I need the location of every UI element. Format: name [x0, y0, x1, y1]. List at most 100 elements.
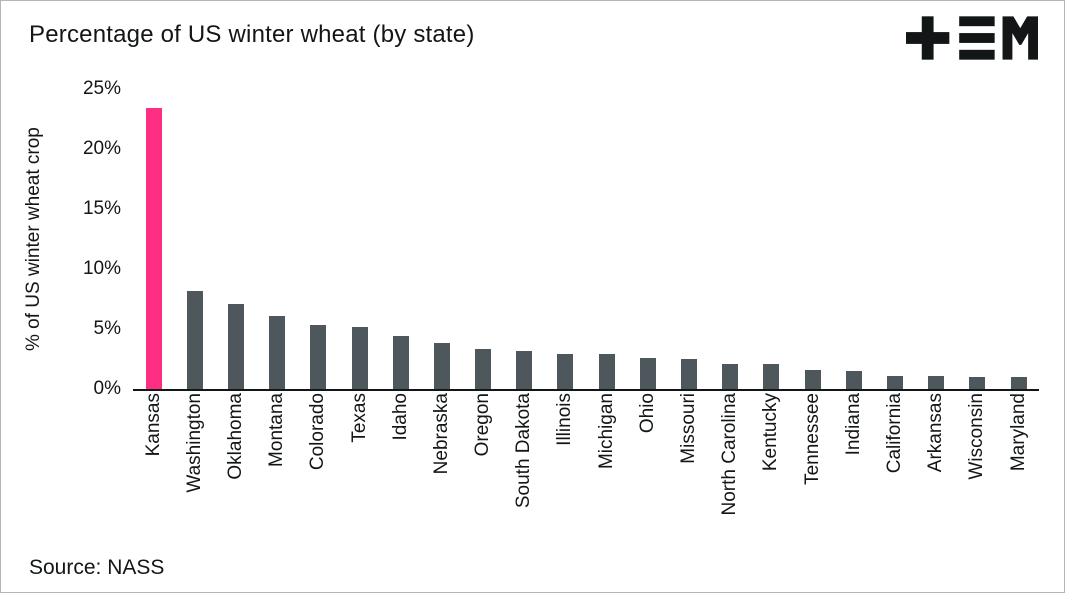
y-tick-10: 10% — [82, 258, 121, 279]
x-tick-label-arkansas: Arkansas — [925, 393, 947, 473]
bar-illinois — [557, 354, 574, 389]
bar-kentucky — [763, 363, 780, 389]
bar-oregon — [475, 349, 492, 389]
bar-column-indiana — [833, 89, 874, 389]
y-tick-15: 15% — [82, 198, 121, 219]
x-label-cell-kentucky: Kentucky — [751, 393, 792, 561]
x-label-cell-north-carolina: North Carolina — [710, 393, 751, 561]
x-tick-label-colorado: Colorado — [307, 393, 329, 471]
y-tick-5: 5% — [93, 318, 121, 339]
bar-column-tennessee — [792, 89, 833, 389]
x-tick-label-illinois: Illinois — [554, 393, 576, 446]
x-label-cell-ohio: Ohio — [627, 393, 668, 561]
bar-california — [886, 375, 903, 389]
x-label-cell-california: California — [874, 393, 915, 561]
x-tick-label-kentucky: Kentucky — [760, 393, 782, 472]
bar-montana — [269, 315, 286, 389]
x-tick-label-montana: Montana — [266, 393, 288, 467]
bar-idaho — [392, 336, 409, 389]
y-tick-0: 0% — [93, 378, 121, 399]
bar-missouri — [681, 359, 698, 389]
x-label-cell-south-dakota: South Dakota — [504, 393, 545, 561]
bar-washington — [186, 290, 203, 389]
x-label-cell-wisconsin: Wisconsin — [957, 393, 998, 561]
bar-column-wisconsin — [957, 89, 998, 389]
bar-indiana — [845, 371, 862, 389]
bar-colorado — [310, 325, 327, 389]
source-note: Source: NASS — [29, 556, 165, 579]
y-axis-label: % of US winter wheat crop — [23, 127, 44, 351]
x-tick-label-michigan: Michigan — [595, 393, 617, 470]
x-axis-labels: Kansas Washington Oklahoma Montana Colorado T… — [133, 393, 1039, 561]
x-label-cell-texas: Texas — [339, 393, 380, 561]
bar-column-montana — [257, 89, 298, 389]
bar-column-oregon — [463, 89, 504, 389]
x-tick-label-south-dakota: South Dakota — [513, 393, 535, 509]
chart-title: Percentage of US winter wheat (by state) — [29, 21, 475, 48]
bar-column-idaho — [380, 89, 421, 389]
bar-column-kansas — [133, 89, 174, 389]
bar-column-michigan — [586, 89, 627, 389]
bar-tennessee — [804, 369, 821, 389]
bar-column-north-carolina — [710, 89, 751, 389]
y-tick-25: 25% — [82, 78, 121, 99]
bar-arkansas — [928, 375, 945, 389]
bar-column-california — [874, 89, 915, 389]
x-label-cell-arkansas: Arkansas — [916, 393, 957, 561]
x-label-cell-oklahoma: Oklahoma — [215, 393, 256, 561]
bar-column-washington — [174, 89, 215, 389]
bar-column-south-dakota — [504, 89, 545, 389]
x-tick-label-north-carolina: North Carolina — [719, 393, 741, 516]
bar-wisconsin — [969, 377, 986, 389]
x-tick-label-tennessee: Tennessee — [801, 393, 823, 485]
bar-texas — [351, 326, 368, 389]
bar-column-illinois — [545, 89, 586, 389]
bar-kansas — [145, 108, 162, 389]
x-tick-label-missouri: Missouri — [678, 393, 700, 464]
tem-logo-graphic — [906, 16, 1038, 60]
x-tick-label-wisconsin: Wisconsin — [966, 393, 988, 480]
x-label-cell-idaho: Idaho — [380, 393, 421, 561]
y-tick-20: 20% — [82, 138, 121, 159]
x-tick-label-oregon: Oregon — [472, 393, 494, 457]
bar-oklahoma — [227, 303, 244, 389]
x-tick-label-indiana: Indiana — [842, 393, 864, 456]
x-label-cell-oregon: Oregon — [463, 393, 504, 561]
x-label-cell-washington: Washington — [174, 393, 215, 561]
bar-column-maryland — [998, 89, 1039, 389]
bar-column-arkansas — [916, 89, 957, 389]
x-tick-label-maryland: Maryland — [1007, 393, 1029, 472]
x-label-cell-illinois: Illinois — [545, 393, 586, 561]
tem-logo — [906, 15, 1038, 61]
bar-michigan — [598, 354, 615, 389]
bar-nebraska — [433, 343, 450, 389]
bar-column-colorado — [298, 89, 339, 389]
bar-column-kentucky — [751, 89, 792, 389]
x-label-cell-michigan: Michigan — [586, 393, 627, 561]
x-label-cell-kansas: Kansas — [133, 393, 174, 561]
bar-column-ohio — [627, 89, 668, 389]
x-label-cell-colorado: Colorado — [298, 393, 339, 561]
bar-column-texas — [339, 89, 380, 389]
x-tick-label-oklahoma: Oklahoma — [224, 393, 246, 480]
bar-north-carolina — [722, 363, 739, 389]
x-tick-label-kansas: Kansas — [142, 393, 164, 457]
x-tick-label-nebraska: Nebraska — [430, 393, 452, 475]
bar-south-dakota — [516, 350, 533, 389]
x-label-cell-tennessee: Tennessee — [792, 393, 833, 561]
x-label-cell-indiana: Indiana — [833, 393, 874, 561]
x-tick-label-washington: Washington — [183, 393, 205, 493]
bar-column-missouri — [668, 89, 709, 389]
x-label-cell-nebraska: Nebraska — [421, 393, 462, 561]
x-tick-label-texas: Texas — [348, 393, 370, 443]
x-label-cell-missouri: Missouri — [668, 393, 709, 561]
plot-area: 0% 5% 10% 15% 20% 25% — [83, 78, 1039, 399]
bar-column-oklahoma — [215, 89, 256, 389]
bar-column-nebraska — [421, 89, 462, 389]
x-tick-label-idaho: Idaho — [389, 393, 411, 441]
x-tick-label-ohio: Ohio — [636, 393, 658, 434]
x-tick-label-california: California — [883, 393, 905, 474]
bar-maryland — [1010, 377, 1027, 389]
bar-ohio — [639, 357, 656, 389]
